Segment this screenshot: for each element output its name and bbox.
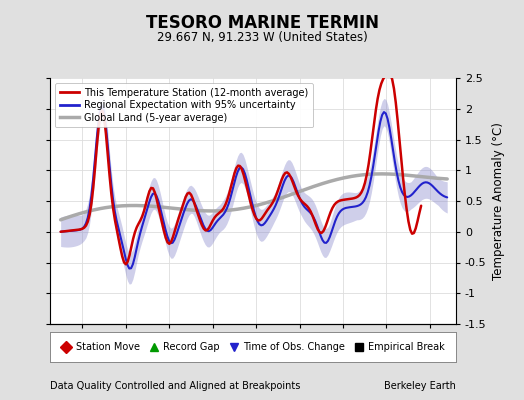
Y-axis label: Temperature Anomaly (°C): Temperature Anomaly (°C) — [492, 122, 505, 280]
Text: Data Quality Controlled and Aligned at Breakpoints: Data Quality Controlled and Aligned at B… — [50, 381, 300, 391]
Text: TESORO MARINE TERMIN: TESORO MARINE TERMIN — [146, 14, 378, 32]
Text: Berkeley Earth: Berkeley Earth — [384, 381, 456, 391]
Legend: Station Move, Record Gap, Time of Obs. Change, Empirical Break: Station Move, Record Gap, Time of Obs. C… — [58, 339, 448, 355]
Text: 29.667 N, 91.233 W (United States): 29.667 N, 91.233 W (United States) — [157, 31, 367, 44]
Legend: This Temperature Station (12-month average), Regional Expectation with 95% uncer: This Temperature Station (12-month avera… — [54, 83, 313, 128]
